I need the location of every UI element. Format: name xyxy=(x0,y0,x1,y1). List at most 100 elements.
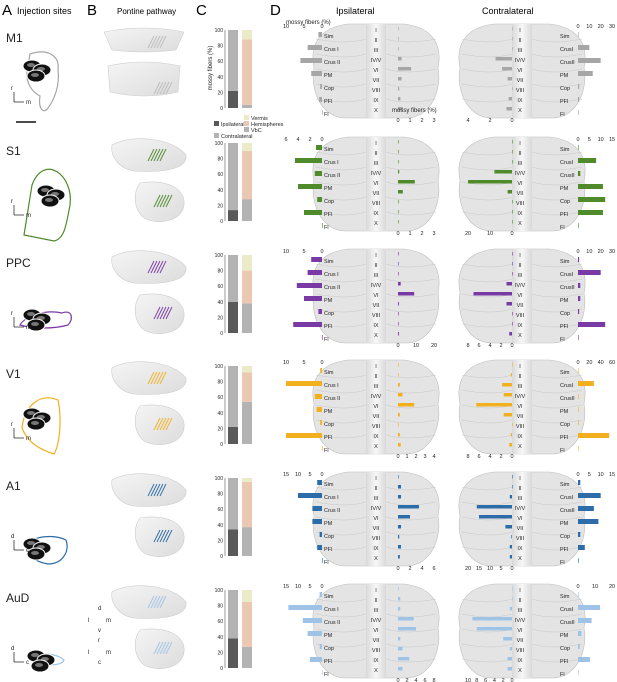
bar-contra-vermis xyxy=(512,485,513,489)
panel-c-tick: 80 xyxy=(217,157,223,163)
hemisphere-lobule-label: PFl xyxy=(560,212,568,218)
bar-contra-vermis xyxy=(476,627,512,631)
tick-ipsi-vermis: 0 xyxy=(396,118,399,124)
tick-contra-vermis: 2 xyxy=(499,343,502,349)
folia-line xyxy=(461,278,513,283)
injection-outline xyxy=(21,397,61,455)
pons-label-hatch xyxy=(153,641,161,655)
hemisphere-lobule-label: Fl xyxy=(324,672,329,678)
stack-hemispheres xyxy=(242,481,252,528)
pons-label-hatch xyxy=(156,529,164,543)
tick-ipsi-hemisphere: 10 xyxy=(283,24,289,30)
pons-label-hatch xyxy=(156,371,164,385)
panel-c-tick: 60 xyxy=(217,172,223,178)
lobule-label: X xyxy=(374,668,378,674)
folia-line xyxy=(531,628,583,633)
bar-contra-vermis xyxy=(509,332,512,336)
bar-contra-hemisphere xyxy=(578,618,592,623)
pons-section-dorsal xyxy=(111,138,187,172)
bar-contra-hemisphere xyxy=(578,45,590,50)
lobule-label: IX xyxy=(517,98,523,104)
folia-line xyxy=(461,643,513,648)
bar-contra-vermis xyxy=(495,57,512,61)
folia-line xyxy=(461,531,513,536)
bar-contra-vermis xyxy=(512,27,513,31)
bar-ipsi-vermis xyxy=(398,495,401,499)
bar-ipsi-vermis xyxy=(398,272,399,276)
hemisphere-lobule-label: Cop xyxy=(324,534,334,540)
lobule-label: IV/V xyxy=(371,394,382,400)
lobule-label: I xyxy=(375,141,377,147)
lobule-label: IX xyxy=(373,434,379,440)
row-label: AuD xyxy=(6,591,30,605)
panel-c-tick: 80 xyxy=(217,604,223,610)
bar-ipsi-vermis xyxy=(398,150,399,154)
panel-c-ylabel: mossy fibers (%) xyxy=(208,46,214,91)
lobule-label: VII xyxy=(517,638,524,644)
pons-label-hatch xyxy=(159,595,167,609)
panel-c-tick: 60 xyxy=(217,619,223,625)
lobule-label: IX xyxy=(373,658,379,664)
bar-contra-hemisphere xyxy=(578,381,594,386)
bar-contra-hemisphere xyxy=(578,223,579,228)
folia-line xyxy=(461,323,513,328)
folia-line xyxy=(385,531,437,536)
folia-line xyxy=(531,263,583,268)
hemisphere-lobule-label: Crus I xyxy=(324,47,339,53)
injection-outline xyxy=(26,51,59,112)
bar-ipsi-hemisphere xyxy=(322,110,323,115)
folia-line xyxy=(315,628,367,633)
orientation-label-right: c xyxy=(26,660,29,666)
hemisphere-lobule-label: Fl xyxy=(560,112,565,118)
folia-line xyxy=(461,434,513,439)
hemisphere-lobule-label: Fl xyxy=(324,560,329,566)
pons-label-hatch xyxy=(159,417,167,431)
pons-label-hatch xyxy=(153,35,161,49)
folia-line xyxy=(385,389,437,394)
hemisphere-lobule-label: CrusI xyxy=(560,272,574,278)
bar-contra-hemisphere xyxy=(578,407,579,412)
pons-label-hatch xyxy=(159,194,167,208)
tick-contra-hemisphere: 20 xyxy=(598,24,604,30)
tick-contra-vermis: 2 xyxy=(499,454,502,460)
folia-line xyxy=(385,53,437,58)
bar-ipsi-vermis xyxy=(398,485,401,489)
stack-ipsilateral xyxy=(228,529,238,556)
hemisphere-lobule-label: Crus II xyxy=(324,620,341,626)
tick-contra-hemisphere: 0 xyxy=(576,24,579,30)
orientation-label-up: d xyxy=(11,646,14,652)
tick-contra-vermis: 10 xyxy=(487,566,493,572)
folia-line xyxy=(315,613,367,618)
bar-ipsi-hemisphere xyxy=(322,558,323,563)
pons-label-hatch xyxy=(153,595,161,609)
bar-ipsi-hemisphere xyxy=(296,283,322,288)
lobule-label: III xyxy=(518,273,523,279)
bar-contra-vermis xyxy=(506,107,512,111)
bar-contra-hemisphere xyxy=(578,433,610,438)
folia-line xyxy=(531,531,583,536)
hemisphere-lobule-label: Cop xyxy=(560,422,570,428)
pons-label-hatch xyxy=(153,306,161,320)
folia-line xyxy=(315,38,367,43)
bar-ipsi-hemisphere xyxy=(286,433,322,438)
folia-line xyxy=(461,211,513,216)
bar-contra-hemisphere xyxy=(578,519,599,524)
tick-ipsi-vermis: 0 xyxy=(396,454,399,460)
lobule-label: X xyxy=(518,221,522,227)
folia-line xyxy=(385,263,437,268)
bar-contra-hemisphere xyxy=(578,506,594,511)
folia-line xyxy=(385,308,437,313)
bar-contra-vermis xyxy=(512,150,513,154)
orientation-label-right: m xyxy=(26,100,31,106)
tick-ipsi-hemisphere: 10 xyxy=(295,472,301,478)
folia-line xyxy=(385,598,437,603)
lobule-label: IX xyxy=(373,546,379,552)
pons-label-hatch xyxy=(153,148,161,162)
tick-contra-vermis: 4 xyxy=(488,343,491,349)
bar-contra-hemisphere xyxy=(578,480,581,485)
bar-contra-vermis xyxy=(512,87,513,91)
folia-line xyxy=(385,374,437,379)
panel-c-tick: 40 xyxy=(217,523,223,529)
tick-ipsi-hemisphere: 4 xyxy=(296,137,299,143)
